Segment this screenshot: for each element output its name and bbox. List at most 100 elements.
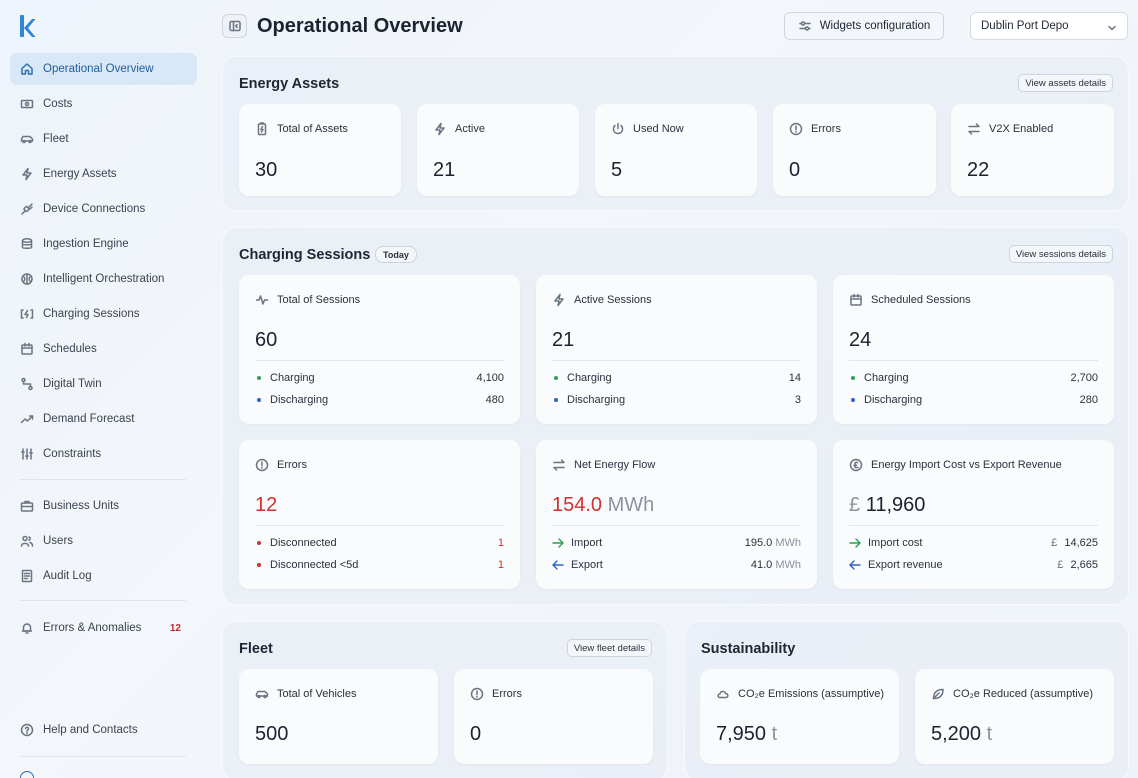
sidebar-item-label: Demand Forecast [43, 413, 135, 425]
view-sessions-details-button[interactable]: View sessions details [1008, 245, 1113, 263]
sidebar-item-costs[interactable]: Costs [10, 88, 197, 120]
sidebar-item-energy-assets[interactable]: Energy Assets [10, 158, 197, 190]
green-dot [554, 376, 558, 380]
sidebar: Operational Overview Costs Fleet Energy … [0, 0, 210, 778]
charging-row: Charging 2,700 [851, 371, 1098, 385]
card-value: 30 [255, 159, 278, 181]
net-flow-value: 154.0 [552, 494, 603, 516]
sidebar-item-intelligent-orchestration[interactable]: Intelligent Orchestration [10, 263, 197, 295]
sidebar-item-users[interactable]: Users [10, 525, 197, 557]
row-label: Export [571, 559, 603, 571]
user-avatar[interactable] [20, 771, 34, 778]
charging-row: Charging 4,100 [257, 371, 504, 385]
sliders-icon [20, 447, 34, 461]
card-value: 24 [849, 329, 872, 351]
view-assets-details-button[interactable]: View assets details [1018, 74, 1113, 92]
sidebar-item-constraints[interactable]: Constraints [10, 438, 197, 470]
co2e-reduced-card: CO₂e Reduced (assumptive) 5,200 t [915, 669, 1114, 764]
card-label: Total of Assets [277, 123, 348, 135]
sidebar-item-label: Device Connections [43, 203, 146, 215]
row-value: 1 [497, 559, 504, 571]
sidebar-item-digital-twin[interactable]: Digital Twin [10, 368, 197, 400]
sidebar-item-label: Ingestion Engine [43, 238, 129, 250]
sidebar-item-schedules[interactable]: Schedules [10, 333, 197, 365]
brain-icon [20, 272, 34, 286]
sidebar-item-audit-log[interactable]: Audit Log [10, 560, 197, 592]
blue-dot [554, 398, 558, 402]
reduced-value: 5,200 [931, 723, 982, 745]
row-value: £ 2,665 [1057, 559, 1098, 571]
card-value: £ 11,960 [849, 494, 925, 517]
export-revenue-value: 2,665 [1070, 559, 1098, 571]
sidebar-item-label: Intelligent Orchestration [43, 273, 165, 285]
row-label: Discharging [270, 394, 329, 406]
card-value: 0 [470, 723, 482, 745]
collapse-sidebar-button[interactable] [222, 14, 247, 38]
sidebar-item-fleet[interactable]: Fleet [10, 123, 197, 155]
sidebar-item-business-units[interactable]: Business Units [10, 490, 197, 522]
card-label: Errors [811, 123, 841, 135]
sidebar-item-demand-forecast[interactable]: Demand Forecast [10, 403, 197, 435]
blue-dot [257, 398, 261, 402]
sidebar-item-label: Fleet [43, 133, 69, 145]
active-assets-card: Active 21 [417, 104, 579, 196]
sidebar-item-label: Errors & Anomalies [43, 622, 142, 634]
sidebar-item-label: Costs [43, 98, 73, 110]
import-unit: MWh [775, 537, 801, 549]
sidebar-item-label: Constraints [43, 448, 102, 460]
import-cost-value: 14,625 [1064, 537, 1098, 549]
card-label: Active Sessions [574, 294, 652, 306]
green-dot [851, 376, 855, 380]
sidebar-item-ingestion-engine[interactable]: Ingestion Engine [10, 228, 197, 260]
row-value: 1 [497, 537, 504, 549]
depot-select[interactable]: Dublin Port Depo [970, 12, 1128, 40]
sidebar-item-errors-anomalies[interactable]: Errors & Anomalies 12 [10, 612, 197, 644]
row-label: Import [571, 537, 603, 549]
sidebar-item-operational-overview[interactable]: Operational Overview [10, 53, 197, 85]
card-value: 22 [967, 159, 990, 181]
export-value: 41.0 [750, 559, 773, 571]
bolt-icon [20, 167, 34, 181]
sidebar-item-device-connections[interactable]: Device Connections [10, 193, 197, 225]
sidebar-item-label: Business Units [43, 500, 120, 512]
bolt-icon [433, 122, 447, 136]
sidebar-item-charging-sessions[interactable]: Charging Sessions [10, 298, 197, 330]
sidebar-item-help-contacts[interactable]: Help and Contacts [10, 714, 197, 746]
briefcase-icon [20, 499, 34, 513]
import-cost-row: Import cost £ 14,625 [849, 536, 1098, 550]
active-sessions-card: Active Sessions 21 Charging 14 Dischargin… [536, 275, 817, 424]
charging-sessions-section: Charging Sessions Today View sessions de… [222, 227, 1129, 605]
row-value: 4,100 [476, 372, 504, 384]
card-divider [552, 525, 801, 526]
card-value: 7,950 t [716, 723, 777, 746]
sidebar-divider [20, 756, 186, 757]
power-icon [611, 122, 625, 136]
view-fleet-details-button[interactable]: View fleet details [566, 639, 652, 657]
red-dot [257, 541, 261, 545]
row-value: 195.0 MWh [745, 537, 801, 549]
row-value: 3 [794, 394, 801, 406]
plug-icon [20, 202, 34, 216]
widgets-configuration-button[interactable]: Widgets configuration [784, 12, 944, 40]
card-value: 154.0 MWh [552, 494, 654, 517]
net-flow-unit: MWh [607, 494, 655, 516]
k-logo-icon[interactable] [18, 14, 38, 38]
fleet-errors-card: Errors 0 [454, 669, 653, 764]
row-label: Charging [567, 372, 612, 384]
leaf-icon [931, 687, 945, 701]
calendar-icon [20, 342, 34, 356]
home-icon [20, 62, 34, 76]
used-now-card: Used Now 5 [595, 104, 757, 196]
import-value: 195.0 [744, 537, 773, 549]
sustainability-section: Sustainability CO₂e Emissions (assumptiv… [684, 621, 1129, 778]
card-label: Active [455, 123, 485, 135]
sidebar-item-label: Digital Twin [43, 378, 102, 390]
currency-symbol: £ [1057, 559, 1064, 571]
sidebar-toggle-icon [228, 19, 242, 33]
green-dot [257, 376, 261, 380]
calendar-icon [849, 293, 863, 307]
cost-value: 11,960 [865, 494, 926, 516]
today-chip[interactable]: Today [375, 246, 417, 263]
widgets-configuration-label: Widgets configuration [819, 20, 931, 32]
cloud-icon [716, 687, 730, 701]
